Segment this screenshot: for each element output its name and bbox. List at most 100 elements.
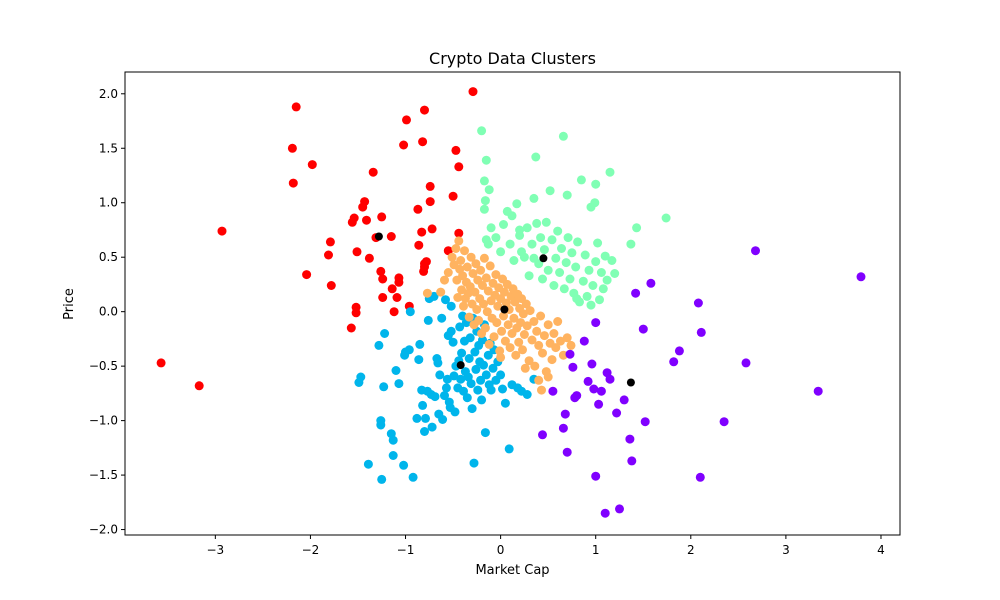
data-point-orange	[457, 285, 467, 295]
data-point-red	[389, 307, 399, 317]
data-point-green	[596, 268, 606, 277]
data-point-green	[509, 256, 519, 265]
data-point-green	[491, 233, 501, 243]
data-point-orange	[529, 317, 539, 326]
data-point-red	[376, 266, 386, 276]
data-point-green	[565, 274, 575, 284]
data-point-red	[325, 237, 335, 247]
data-point-cyan	[399, 460, 409, 470]
data-point-green	[522, 223, 532, 233]
data-point-orange	[474, 315, 484, 325]
data-point-cyan	[405, 307, 415, 317]
data-point-cyan	[449, 371, 459, 381]
data-point-orange	[522, 321, 532, 331]
data-point-red	[302, 270, 312, 280]
data-point-red	[346, 323, 356, 333]
data-point-purple	[625, 434, 635, 444]
data-point-red	[287, 143, 297, 153]
data-point-green	[661, 213, 671, 223]
data-point-purple	[594, 399, 604, 409]
data-point-orange	[499, 311, 508, 321]
data-point-green	[562, 190, 572, 200]
data-point-orange	[503, 320, 513, 330]
data-point-cyan	[471, 364, 481, 374]
data-point-orange	[493, 301, 503, 311]
data-point-cyan	[480, 428, 490, 438]
x-tick-label: 0	[497, 543, 505, 557]
data-point-purple	[741, 358, 751, 368]
data-point-orange	[471, 259, 481, 269]
data-point-orange	[558, 350, 568, 360]
y-axis-label: Price	[62, 288, 77, 320]
data-point-orange	[472, 305, 482, 314]
x-tick-label: 3	[782, 543, 790, 557]
data-point-orange	[483, 286, 493, 296]
data-point-cyan	[455, 322, 465, 332]
data-point-orange	[479, 299, 488, 309]
data-point-green	[578, 276, 588, 286]
data-point-purple	[674, 346, 684, 356]
data-point-cyan	[465, 333, 475, 343]
data-point-orange	[491, 270, 501, 280]
data-point-green	[505, 239, 515, 249]
data-point-cyan	[408, 472, 418, 482]
data-point-cyan	[466, 379, 476, 389]
centroid-point	[500, 305, 509, 314]
data-point-purple	[568, 362, 578, 372]
x-tick-label: 4	[877, 543, 885, 557]
data-point-cyan	[363, 459, 373, 469]
data-point-orange	[551, 343, 561, 353]
data-point-orange	[478, 281, 487, 290]
y-tick-label: −1.0	[89, 414, 118, 428]
data-point-red	[217, 226, 227, 236]
data-point-orange	[466, 252, 476, 262]
x-axis-ticks: −3 −2 −1 0 1 2 3 4	[206, 535, 885, 557]
data-point-cyan	[470, 347, 480, 357]
data-point-purple	[695, 472, 705, 482]
data-point-red	[421, 257, 431, 267]
x-tick-label: −1	[397, 543, 415, 557]
data-point-purple	[696, 327, 706, 337]
data-point-green	[479, 204, 489, 214]
data-point-cyan	[404, 345, 414, 355]
data-point-orange	[518, 309, 528, 319]
data-point-purple	[612, 408, 622, 418]
data-point-cyan	[476, 375, 486, 385]
data-point-orange	[525, 306, 535, 316]
data-point-green	[539, 245, 549, 255]
data-point-orange	[492, 318, 502, 328]
data-point-orange	[454, 236, 464, 246]
data-point-red	[425, 181, 435, 191]
data-point-green	[545, 186, 555, 196]
data-point-orange	[459, 301, 468, 311]
data-point-cyan	[464, 354, 474, 363]
data-point-red	[427, 224, 437, 234]
data-point-green	[538, 274, 547, 284]
data-point-red	[420, 105, 429, 115]
data-point-purple	[560, 409, 570, 419]
data-point-cyan	[462, 393, 472, 403]
data-point-green	[553, 226, 563, 236]
data-point-green	[610, 269, 620, 278]
data-point-purple	[591, 318, 601, 328]
data-point-green	[499, 220, 508, 229]
data-point-cyan	[479, 360, 488, 370]
data-point-red	[454, 162, 464, 172]
data-point-cyan	[356, 372, 366, 382]
data-point-green	[524, 271, 534, 281]
data-point-red	[386, 232, 396, 241]
data-point-cyan	[469, 458, 479, 468]
data-point-green	[557, 244, 566, 253]
data-point-orange	[518, 345, 527, 355]
data-point-green	[536, 233, 546, 243]
data-point-orange	[453, 293, 463, 302]
data-point-purple	[538, 430, 547, 440]
data-point-orange	[489, 332, 499, 342]
data-point-purple	[583, 376, 593, 386]
data-point-orange	[514, 337, 524, 347]
data-point-purple	[558, 423, 568, 433]
y-tick-label: 0.5	[99, 250, 118, 264]
data-point-orange	[547, 355, 557, 365]
data-point-orange	[539, 331, 549, 341]
data-point-red	[399, 140, 409, 150]
